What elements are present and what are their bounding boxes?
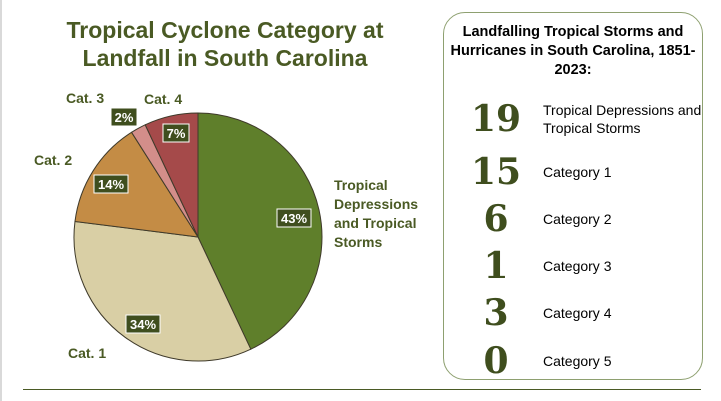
panel-row-category-4: 3 Category 4 (444, 291, 702, 335)
pie-chart: 43% 34% 14% 2% 7% Tropical Depressions and Trop… (34, 90, 418, 362)
panel-count: 19 (470, 98, 522, 140)
pct-label-1: 34% (125, 314, 161, 334)
panel-row-category-2: 6 Category 2 (444, 197, 702, 241)
pct-label-text: 14% (98, 177, 124, 192)
panel-count: 0 (483, 340, 509, 382)
pct-label-box (93, 174, 129, 194)
pct-label-text: 7% (167, 126, 186, 141)
panel-row-label: Category 1 (543, 164, 612, 180)
panel-row-label: Category 4 (543, 305, 612, 321)
left-border (0, 0, 2, 401)
slice-category-label-3: Cat. 3 (66, 90, 104, 106)
panel-row-label: Tropical Depressions and Tropical Storms (543, 102, 702, 136)
chart-title: Tropical Cyclone Category at Landfall in… (66, 17, 384, 71)
panel-row-label: Category 5 (543, 353, 612, 369)
pct-label-0: 43% (276, 208, 312, 228)
panel-row-category-3: 1 Category 3 (444, 244, 702, 288)
pct-label-text: 34% (130, 317, 156, 332)
pct-label-text: 2% (115, 110, 134, 125)
slice-category-label-4: Cat. 4 (144, 91, 182, 107)
bottom-rule (23, 389, 701, 390)
pct-label-box (162, 123, 190, 143)
counts-panel: Landfalling Tropical Storms and Hurrican… (443, 12, 703, 383)
pie-slice-4 (144, 112, 199, 238)
pct-label-box (276, 208, 312, 228)
pct-label-3: 2% (110, 107, 138, 127)
pie-slice-0 (197, 112, 323, 350)
panel-row-category-1: 15 Category 1 (444, 150, 702, 194)
panel-count: 15 (470, 151, 522, 193)
pct-label-box (125, 314, 161, 334)
panel-row-tropical-storms: 19 Tropical Depressions and Tropical Sto… (444, 97, 702, 141)
slice-category-label-0: Tropical Depressions and Tropical Storms (334, 177, 418, 250)
panel-title: Landfalling Tropical Storms and Hurrican… (450, 24, 696, 78)
slice-category-label-2: Cat. 2 (34, 152, 72, 168)
slice-category-label-1: Cat. 1 (68, 345, 106, 361)
panel-row-label: Category 2 (543, 211, 612, 227)
pct-label-text: 43% (281, 211, 307, 226)
pct-label-box (110, 107, 138, 127)
pie-slice-2 (74, 131, 199, 238)
panel-count: 1 (483, 245, 509, 287)
panel-row-label: Category 3 (543, 258, 612, 274)
panel-count: 6 (483, 198, 509, 240)
panel-count: 3 (483, 292, 509, 334)
pct-label-4: 7% (162, 123, 190, 143)
pie-slice-1 (73, 220, 252, 362)
pct-label-2: 14% (93, 174, 129, 194)
panel-row-category-5: 0 Category 5 (444, 339, 702, 383)
